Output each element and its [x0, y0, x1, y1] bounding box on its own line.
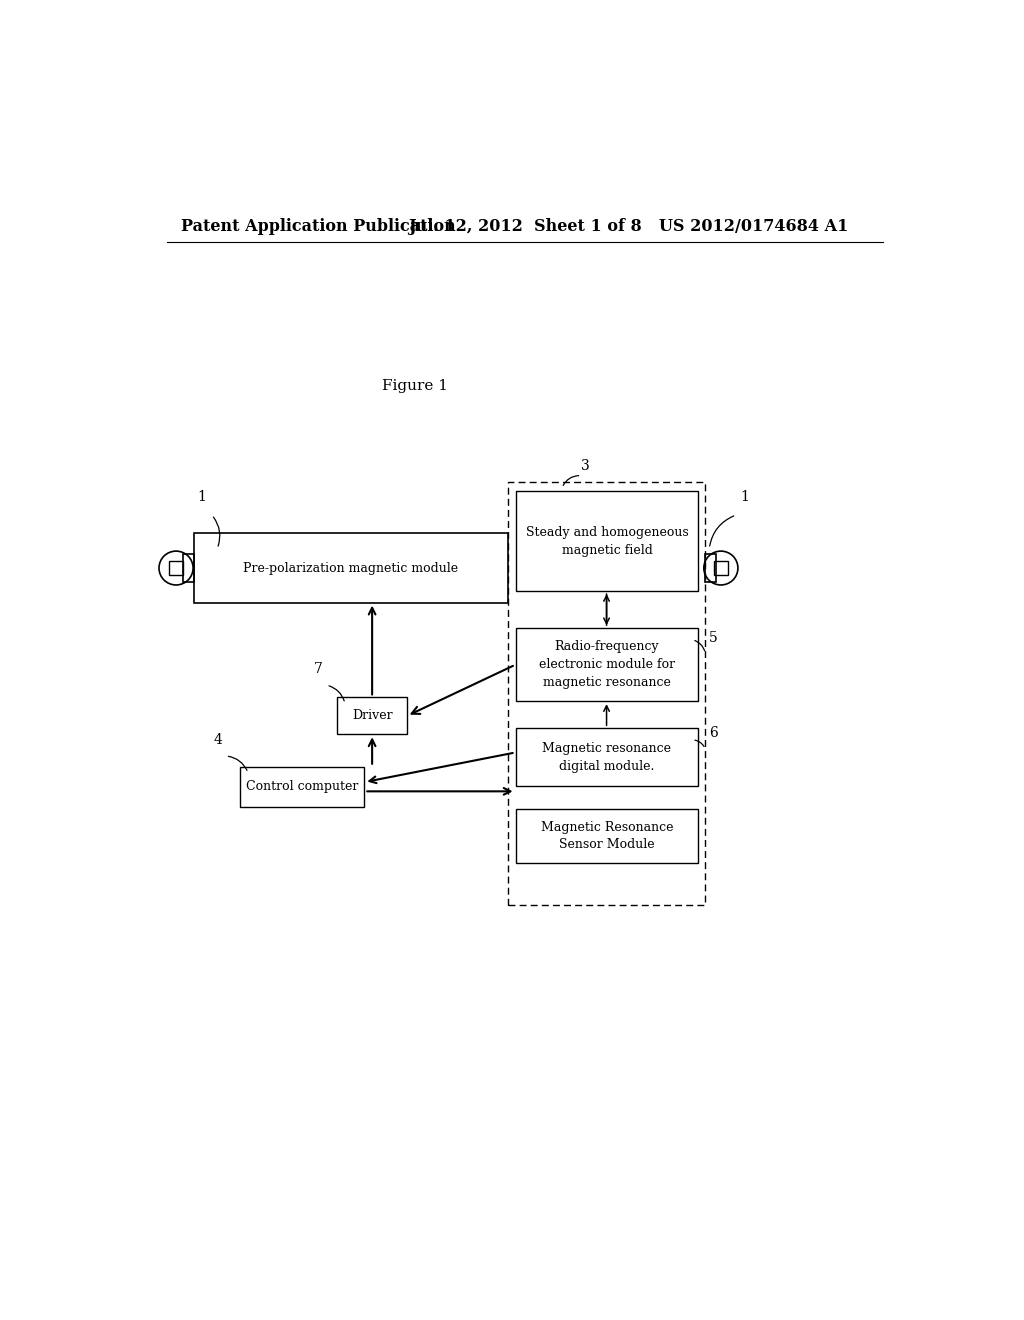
Text: 7: 7 — [314, 661, 323, 676]
Bar — [515, 628, 698, 701]
Text: Control computer: Control computer — [246, 780, 358, 793]
Text: 5: 5 — [710, 631, 718, 645]
Text: 1: 1 — [198, 490, 207, 504]
Text: 4: 4 — [213, 733, 222, 747]
Text: Patent Application Publication: Patent Application Publication — [180, 218, 456, 235]
Text: Driver: Driver — [352, 709, 392, 722]
Bar — [508, 482, 706, 906]
Bar — [183, 554, 194, 582]
Text: Magnetic Resonance
Sensor Module: Magnetic Resonance Sensor Module — [541, 821, 673, 851]
Text: US 2012/0174684 A1: US 2012/0174684 A1 — [658, 218, 848, 235]
Text: 6: 6 — [710, 726, 718, 741]
Bar — [241, 767, 365, 807]
Text: Figure 1: Figure 1 — [382, 379, 447, 392]
Text: 1: 1 — [740, 490, 750, 504]
Text: Steady and homogeneous
magnetic field: Steady and homogeneous magnetic field — [525, 525, 688, 557]
Text: 3: 3 — [581, 459, 590, 474]
Text: Magnetic resonance
digital module.: Magnetic resonance digital module. — [543, 742, 672, 772]
Bar — [515, 491, 698, 591]
Text: Pre-polarization magnetic module: Pre-polarization magnetic module — [244, 561, 459, 574]
Bar — [169, 561, 183, 576]
Bar — [714, 561, 728, 576]
Text: Radio-frequency
electronic module for
magnetic resonance: Radio-frequency electronic module for ma… — [539, 640, 675, 689]
Bar — [337, 697, 407, 734]
Bar — [515, 729, 698, 785]
Text: Jul. 12, 2012  Sheet 1 of 8: Jul. 12, 2012 Sheet 1 of 8 — [409, 218, 642, 235]
Bar — [515, 809, 698, 863]
Bar — [194, 533, 508, 603]
Bar — [706, 554, 716, 582]
